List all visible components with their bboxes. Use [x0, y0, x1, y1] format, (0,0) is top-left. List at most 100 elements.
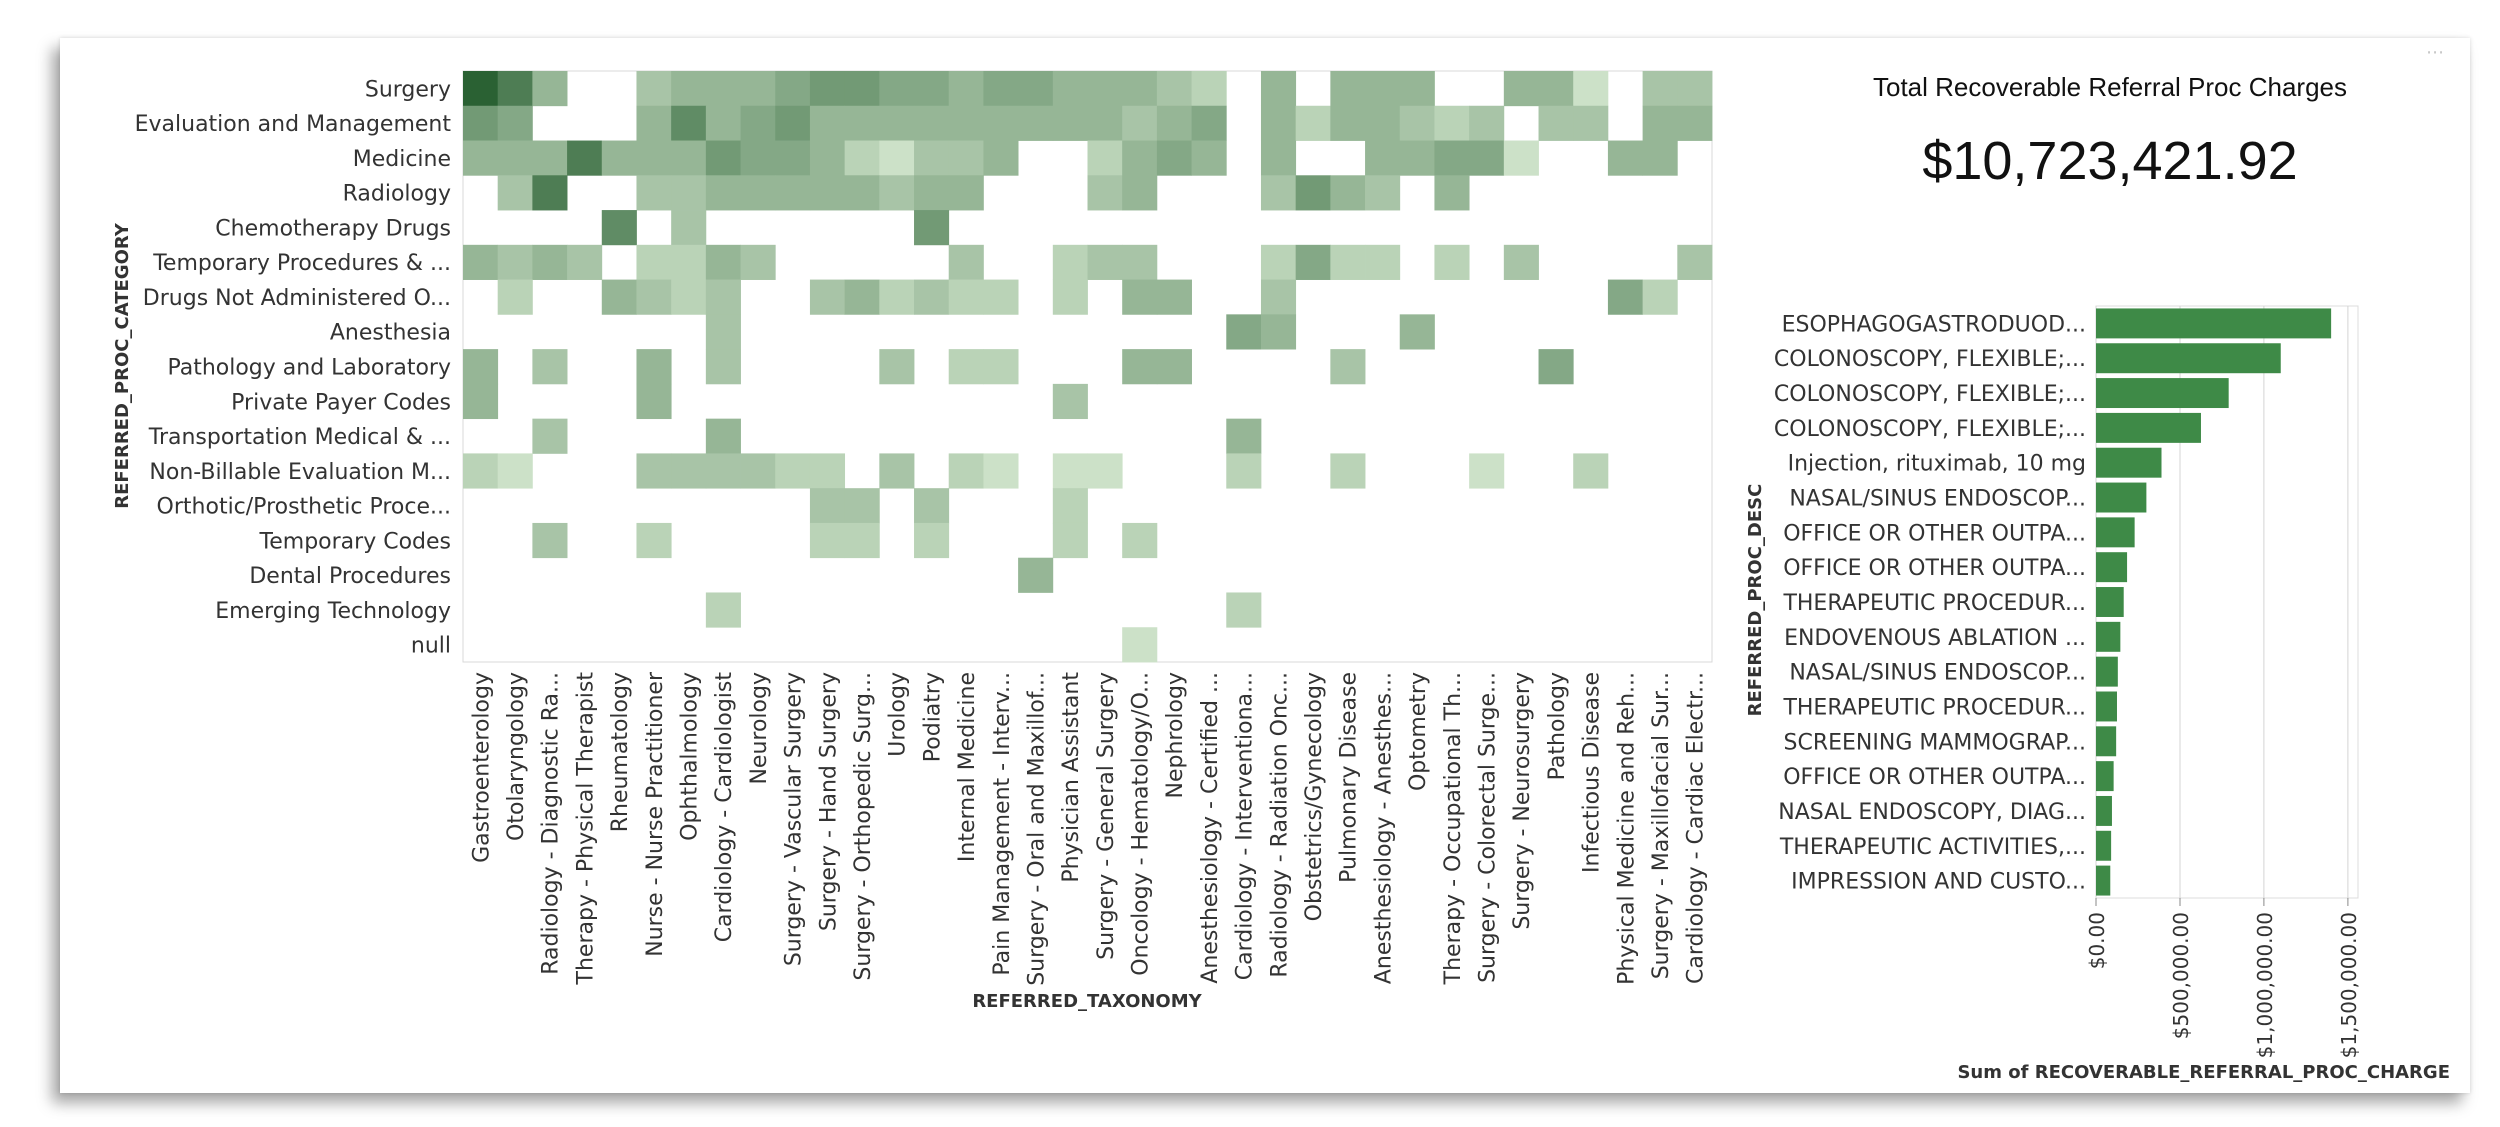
- heatmap-cell[interactable]: [775, 71, 811, 107]
- heatmap-cell[interactable]: [497, 175, 533, 211]
- heatmap-cell[interactable]: [809, 71, 846, 107]
- heatmap-cell[interactable]: [1226, 453, 1262, 489]
- heatmap-cell[interactable]: [671, 279, 707, 315]
- heatmap-cell[interactable]: [1295, 175, 1331, 211]
- bar[interactable]: [2096, 447, 2162, 478]
- heatmap-cell[interactable]: [1260, 244, 1297, 280]
- heatmap-cell[interactable]: [532, 244, 568, 280]
- heatmap-cell[interactable]: [497, 453, 533, 489]
- heatmap-cell[interactable]: [983, 279, 1019, 315]
- heatmap-cell[interactable]: [532, 522, 568, 559]
- heatmap-cell[interactable]: [1191, 105, 1227, 141]
- heatmap-cell[interactable]: [671, 210, 707, 246]
- heatmap-cell[interactable]: [983, 71, 1019, 107]
- heatmap-cell[interactable]: [1365, 244, 1401, 280]
- heatmap-cell[interactable]: [1122, 627, 1158, 663]
- heatmap-cell[interactable]: [809, 488, 846, 524]
- heatmap-cell[interactable]: [636, 453, 672, 489]
- heatmap-cell[interactable]: [636, 105, 672, 141]
- heatmap-cell[interactable]: [879, 175, 915, 211]
- heatmap-cell[interactable]: [914, 71, 950, 107]
- heatmap-cell[interactable]: [844, 140, 880, 176]
- heatmap-cell[interactable]: [1642, 71, 1678, 107]
- heatmap-cell[interactable]: [1122, 244, 1158, 280]
- heatmap-cell[interactable]: [705, 175, 741, 211]
- heatmap-cell[interactable]: [1156, 349, 1192, 385]
- heatmap-cell[interactable]: [983, 453, 1019, 489]
- heatmap-cell[interactable]: [809, 453, 846, 489]
- heatmap-cell[interactable]: [844, 279, 880, 315]
- heatmap-cell[interactable]: [497, 244, 533, 280]
- heatmap-cell[interactable]: [1469, 453, 1505, 489]
- heatmap-cell[interactable]: [1295, 105, 1331, 141]
- heatmap-cell[interactable]: [948, 453, 984, 489]
- bar[interactable]: [2096, 726, 2117, 757]
- heatmap-cell[interactable]: [1052, 279, 1088, 315]
- heatmap-cell[interactable]: [1156, 71, 1192, 107]
- heatmap-cell[interactable]: [948, 140, 984, 176]
- heatmap-cell[interactable]: [1365, 105, 1401, 141]
- bar[interactable]: [2096, 482, 2147, 513]
- heatmap-cell[interactable]: [1573, 453, 1609, 489]
- heatmap-cell[interactable]: [1677, 244, 1713, 280]
- heatmap-cell[interactable]: [463, 453, 499, 489]
- heatmap-cell[interactable]: [775, 140, 811, 176]
- heatmap-cell[interactable]: [844, 105, 880, 141]
- heatmap-cell[interactable]: [1677, 71, 1713, 107]
- heatmap-cell[interactable]: [1122, 522, 1158, 559]
- heatmap-cell[interactable]: [1052, 488, 1088, 524]
- heatmap-cell[interactable]: [1087, 140, 1123, 176]
- heatmap-cell[interactable]: [1156, 105, 1192, 141]
- heatmap-cell[interactable]: [1399, 140, 1435, 176]
- bar[interactable]: [2096, 761, 2114, 792]
- heatmap-cell[interactable]: [740, 453, 776, 489]
- heatmap-cell[interactable]: [601, 140, 637, 176]
- heatmap-cell[interactable]: [705, 140, 741, 176]
- heatmap-cell[interactable]: [1260, 175, 1297, 211]
- heatmap-cell[interactable]: [1503, 71, 1539, 107]
- heatmap-cell[interactable]: [705, 279, 741, 315]
- heatmap-cell[interactable]: [809, 105, 846, 141]
- heatmap-cell[interactable]: [705, 418, 741, 454]
- heatmap-cell[interactable]: [1330, 175, 1366, 211]
- heatmap-cell[interactable]: [636, 175, 672, 211]
- heatmap-cell[interactable]: [1642, 105, 1678, 141]
- heatmap-cell[interactable]: [463, 349, 499, 385]
- heatmap-cell[interactable]: [1018, 557, 1054, 593]
- heatmap-cell[interactable]: [463, 244, 499, 280]
- heatmap-cell[interactable]: [1538, 349, 1574, 385]
- heatmap-cell[interactable]: [879, 279, 915, 315]
- heatmap-cell[interactable]: [497, 279, 533, 315]
- heatmap-cell[interactable]: [1260, 71, 1297, 107]
- heatmap-cell[interactable]: [532, 418, 568, 454]
- heatmap-cell[interactable]: [983, 140, 1019, 176]
- heatmap-cell[interactable]: [1399, 71, 1435, 107]
- heatmap-cell[interactable]: [983, 105, 1019, 141]
- heatmap-cell[interactable]: [1677, 105, 1713, 141]
- heatmap-cell[interactable]: [809, 279, 846, 315]
- heatmap-cell[interactable]: [671, 140, 707, 176]
- bar[interactable]: [2096, 830, 2112, 861]
- heatmap-cell[interactable]: [1330, 453, 1366, 489]
- heatmap-cell[interactable]: [948, 105, 984, 141]
- heatmap-cell[interactable]: [1052, 244, 1088, 280]
- heatmap-cell[interactable]: [1469, 105, 1505, 141]
- heatmap-cell[interactable]: [671, 105, 707, 141]
- heatmap-cell[interactable]: [948, 349, 984, 385]
- heatmap-cell[interactable]: [809, 522, 846, 559]
- bar[interactable]: [2096, 621, 2121, 652]
- heatmap-cell[interactable]: [1087, 453, 1123, 489]
- heatmap-cell[interactable]: [636, 140, 672, 176]
- heatmap-cell[interactable]: [1399, 314, 1435, 350]
- heatmap-cell[interactable]: [601, 279, 637, 315]
- heatmap-cell[interactable]: [1642, 279, 1678, 315]
- heatmap-cell[interactable]: [879, 105, 915, 141]
- heatmap-cell[interactable]: [914, 140, 950, 176]
- heatmap-cell[interactable]: [914, 279, 950, 315]
- heatmap-cell[interactable]: [1226, 418, 1262, 454]
- heatmap-cell[interactable]: [844, 488, 880, 524]
- bar[interactable]: [2096, 691, 2117, 722]
- heatmap-cell[interactable]: [636, 383, 672, 420]
- heatmap-cell[interactable]: [1018, 71, 1054, 107]
- heatmap-cell[interactable]: [705, 314, 741, 350]
